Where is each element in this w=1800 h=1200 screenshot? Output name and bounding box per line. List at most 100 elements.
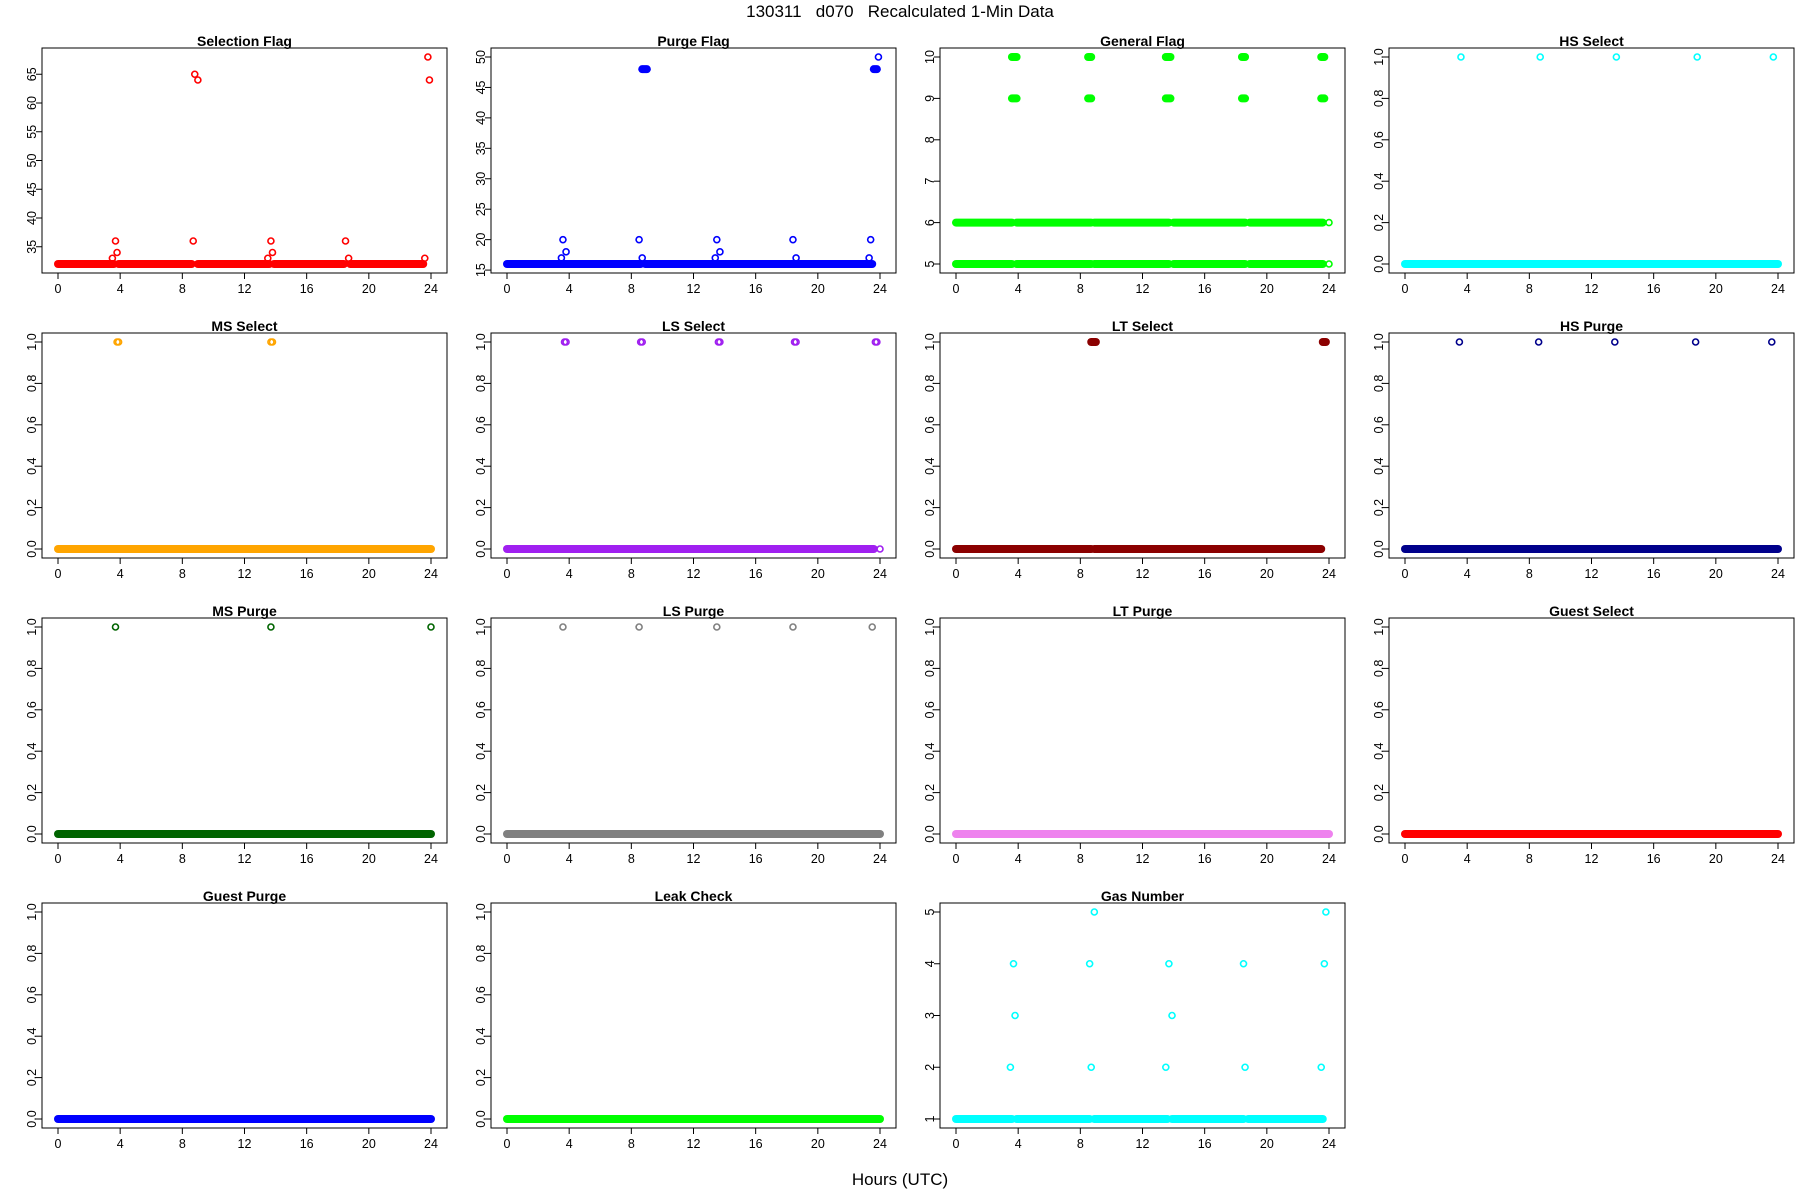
plot-frame bbox=[1388, 332, 1795, 559]
y-tick-label: 0.0 bbox=[923, 825, 937, 842]
y-tick-label: 1.0 bbox=[474, 618, 488, 635]
x-tick-label: 4 bbox=[566, 852, 573, 866]
x-tick-label: 20 bbox=[1260, 852, 1274, 866]
data-point bbox=[638, 254, 647, 262]
data-point bbox=[341, 237, 350, 245]
y-tick-label: 50 bbox=[25, 154, 39, 168]
x-tick-label: 0 bbox=[504, 852, 511, 866]
x-tick-label: 24 bbox=[424, 567, 438, 581]
x-tick-label: 0 bbox=[953, 282, 960, 296]
data-point bbox=[108, 254, 117, 263]
x-tick-label: 16 bbox=[749, 567, 763, 581]
data-point bbox=[1455, 338, 1464, 346]
y-tick-label: 6 bbox=[923, 219, 937, 226]
x-tick-label: 12 bbox=[238, 1137, 252, 1151]
y-tick-label: 3 bbox=[923, 1012, 937, 1019]
y-tick-label: 1.0 bbox=[1372, 48, 1386, 65]
y-tick-label: 0.8 bbox=[25, 660, 39, 677]
x-tick-label: 20 bbox=[362, 852, 376, 866]
data-point bbox=[114, 338, 123, 346]
plot-frame bbox=[939, 617, 1346, 844]
data-point bbox=[194, 76, 202, 84]
panel-title: Leak Check bbox=[655, 888, 733, 904]
y-tick-label: 0.2 bbox=[923, 499, 937, 516]
y-tick-label: 0.4 bbox=[474, 457, 488, 474]
x-tick-label: 0 bbox=[55, 282, 62, 296]
x-tick-label: 12 bbox=[1585, 852, 1599, 866]
x-tick-label: 16 bbox=[1647, 567, 1661, 581]
panel-title: Guest Select bbox=[1549, 603, 1634, 619]
data-point bbox=[1006, 1063, 1015, 1072]
panel-title: HS Purge bbox=[1560, 318, 1623, 334]
chart-panel: HS Purge 0 4 8 12 16 20 24 0.0 0.2 0.4 0.6 0.8 1.0 bbox=[1372, 318, 1795, 581]
x-tick-label: 20 bbox=[1260, 1137, 1274, 1151]
x-tick-label: 24 bbox=[873, 282, 887, 296]
data-point bbox=[1320, 959, 1329, 968]
x-tick-label: 24 bbox=[1322, 852, 1336, 866]
y-tick-label: 0.8 bbox=[1372, 660, 1386, 677]
data-point bbox=[268, 248, 277, 257]
x-tick-label: 0 bbox=[55, 567, 62, 581]
x-tick-label: 8 bbox=[1526, 852, 1533, 866]
data-point bbox=[789, 235, 797, 244]
data-point bbox=[562, 248, 570, 256]
y-tick-label: 1.0 bbox=[1372, 333, 1386, 350]
x-tick-label: 8 bbox=[628, 282, 635, 296]
y-tick-label: 0.8 bbox=[923, 660, 937, 677]
x-tick-label: 20 bbox=[362, 567, 376, 581]
x-tick-label: 8 bbox=[1077, 282, 1084, 296]
x-tick-label: 12 bbox=[1136, 1137, 1150, 1151]
y-tick-label: 2 bbox=[923, 1064, 937, 1071]
data-point bbox=[1085, 959, 1094, 968]
y-tick-label: 0.8 bbox=[474, 375, 488, 392]
x-tick-label: 20 bbox=[362, 1137, 376, 1151]
x-tick-label: 12 bbox=[238, 567, 252, 581]
y-tick-label: 0.6 bbox=[25, 986, 39, 1003]
data-point bbox=[344, 254, 353, 263]
data-point bbox=[874, 53, 883, 61]
y-tick-label: 45 bbox=[474, 80, 488, 94]
y-tick-label: 0.8 bbox=[1372, 90, 1386, 107]
data-point bbox=[1325, 218, 1333, 227]
x-axis-label: Hours (UTC) bbox=[851, 1170, 949, 1189]
data-point bbox=[1322, 908, 1330, 916]
y-tick-label: 0.2 bbox=[474, 1069, 488, 1086]
data-point bbox=[1611, 338, 1619, 346]
x-tick-label: 20 bbox=[1709, 852, 1723, 866]
y-tick-label: 0.6 bbox=[923, 701, 937, 718]
chart-panel: HS Select 0 4 8 12 16 20 24 0.0 0.2 0.4 0.6 0.8 1.0 bbox=[1372, 33, 1795, 296]
panel-title: LS Select bbox=[662, 318, 725, 334]
y-tick-label: 0.8 bbox=[474, 660, 488, 677]
y-tick-label: 65 bbox=[25, 67, 39, 81]
y-tick-label: 0.6 bbox=[25, 416, 39, 433]
y-tick-label: 25 bbox=[474, 202, 488, 216]
x-tick-label: 8 bbox=[179, 1137, 186, 1151]
data-point bbox=[111, 623, 120, 631]
data-point bbox=[1691, 338, 1700, 346]
y-tick-label: 1.0 bbox=[923, 333, 937, 350]
data-point bbox=[792, 338, 800, 346]
y-tick-label: 0.0 bbox=[923, 540, 937, 557]
y-tick-label: 7 bbox=[923, 178, 937, 185]
data-point bbox=[635, 235, 643, 244]
panel-title: LT Select bbox=[1112, 318, 1174, 334]
x-tick-label: 4 bbox=[117, 282, 124, 296]
y-tick-label: 0.6 bbox=[1372, 701, 1386, 718]
plot-frame bbox=[490, 902, 897, 1129]
x-tick-label: 4 bbox=[1015, 567, 1022, 581]
x-tick-label: 8 bbox=[1077, 852, 1084, 866]
y-tick-label: 35 bbox=[474, 141, 488, 155]
y-tick-label: 35 bbox=[25, 240, 39, 254]
y-tick-label: 0.0 bbox=[25, 540, 39, 557]
y-tick-label: 0.2 bbox=[25, 784, 39, 801]
data-point bbox=[1693, 53, 1701, 61]
y-tick-label: 9 bbox=[923, 95, 937, 102]
y-tick-label: 1 bbox=[923, 1115, 937, 1122]
panel-title: LS Purge bbox=[663, 603, 725, 619]
x-tick-label: 20 bbox=[811, 1137, 825, 1151]
x-tick-label: 8 bbox=[179, 567, 186, 581]
data-point bbox=[559, 623, 567, 631]
x-tick-label: 16 bbox=[300, 852, 314, 866]
x-tick-label: 12 bbox=[687, 1137, 701, 1151]
